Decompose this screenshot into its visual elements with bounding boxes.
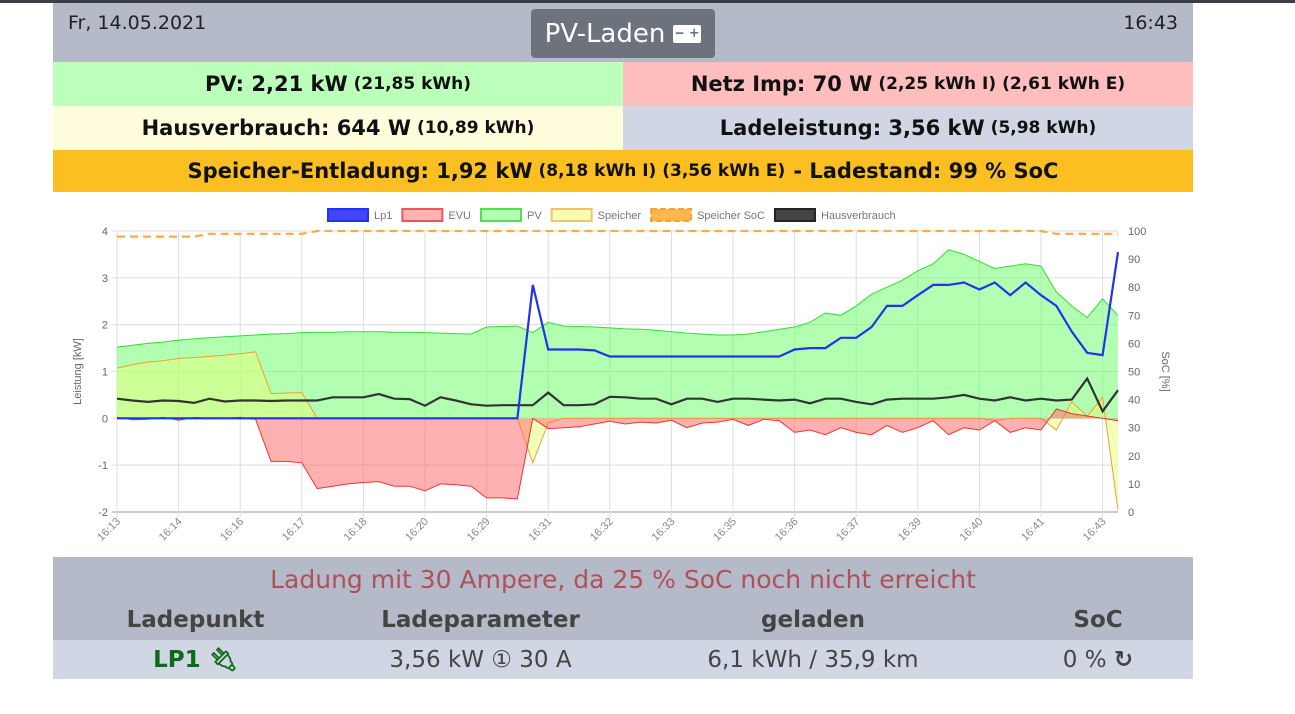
y-tick-label: 0 <box>102 413 108 425</box>
charge-energy: (5,98 kWh) <box>990 118 1097 138</box>
col-ladepunkt: Ladepunkt <box>126 606 265 633</box>
y2-tick-label: 90 <box>1128 254 1140 266</box>
y-tick-label: 2 <box>102 320 108 332</box>
y2-tick-label: 60 <box>1128 338 1140 350</box>
y-tick-label: 4 <box>102 226 108 238</box>
y-tick-label: 3 <box>102 273 108 285</box>
header: Fr, 14.05.2021 PV-Laden ‒ + 16:43 <box>53 3 1193 62</box>
legend-swatch-pv <box>479 208 522 222</box>
x-tick-label: 16:37 <box>834 516 862 544</box>
y2-axis-label: SoC [%] <box>1159 351 1171 391</box>
power-chart[interactable]: 4 3 2 1 0 -1 -2 100 90 80 70 60 50 40 30 20 10 0 16:13 16:1… <box>53 192 1193 557</box>
speicher-line <box>116 351 1119 510</box>
y2-tick-label: 10 <box>1128 479 1140 491</box>
legend-label: Lp1 <box>374 210 392 222</box>
y-tick-label: -2 <box>98 507 108 519</box>
charge-power-tile: Ladeleistung: 3,56 kW (5,98 kWh) <box>623 106 1193 150</box>
x-tick-label: 16:29 <box>465 516 493 544</box>
evu-line <box>116 408 1119 500</box>
y2-tick-label: 40 <box>1128 395 1140 407</box>
grid-tile: Netz Imp: 70 W (2,25 kWh I) (2,61 kWh E) <box>623 62 1193 106</box>
dashboard: Fr, 14.05.2021 PV-Laden ‒ + 16:43 PV: 2,… <box>53 3 1193 679</box>
y2-tick-label: 50 <box>1128 367 1140 379</box>
x-tick-label: 16:32 <box>588 516 616 544</box>
date: Fr, 14.05.2021 <box>68 12 207 34</box>
legend-swatch-speicher <box>550 208 593 222</box>
table-row: LP1 🔌︎ 3,56 kW ① 30 A 6,1 kWh / 35,9 km … <box>53 640 1193 679</box>
lp1-line <box>117 251 1120 420</box>
y2-tick-label: 100 <box>1128 226 1146 238</box>
grid-value: Netz Imp: 70 W <box>690 72 873 96</box>
legend-swatch-evu <box>401 208 444 222</box>
x-tick-label: 16:39 <box>896 516 924 544</box>
soc-cell: 0 % ↻ <box>1003 647 1193 673</box>
battery-soc: - Ladestand: 99 % SoC <box>793 159 1059 183</box>
legend-label: Speicher SoC <box>697 210 765 222</box>
speicher-soc-line <box>117 229 1118 238</box>
legend-swatch-speicher-soc <box>650 208 693 222</box>
y-tick-label: -1 <box>98 460 108 472</box>
time: 16:43 <box>1123 12 1178 34</box>
x-tick-label: 16:20 <box>403 516 431 544</box>
x-tick-label: 16:35 <box>711 516 739 544</box>
y2-tick-label: 20 <box>1128 451 1140 463</box>
x-tick-label: 16:40 <box>958 516 986 544</box>
charge-mode-button[interactable]: PV-Laden ‒ + <box>531 9 715 58</box>
col-soc: SoC <box>1073 606 1123 633</box>
battery-tile: Speicher-Entladung: 1,92 kW (8,18 kWh I) … <box>53 150 1193 192</box>
chargepoint-cell[interactable]: LP1 🔌︎ <box>53 646 338 673</box>
col-geladen: geladen <box>761 606 865 633</box>
charge-power-value: Ladeleistung: 3,56 kW <box>719 116 985 140</box>
x-tick-label: 16:41 <box>1019 516 1047 544</box>
x-tick-label: 16:13 <box>95 516 123 544</box>
pv-value: PV: 2,21 kW <box>204 72 348 96</box>
house-tile: Hausverbrauch: 644 W (10,89 kWh) <box>53 106 623 150</box>
x-tick-label: 16:16 <box>218 516 246 544</box>
charge-params: 3,56 kW ① 30 A <box>389 646 572 673</box>
y2-tick-label: 30 <box>1128 423 1140 435</box>
house-value: Hausverbrauch: 644 W <box>141 116 412 140</box>
soc-value: 0 % <box>1062 646 1107 673</box>
pv-tile: PV: 2,21 kW (21,85 kWh) <box>53 62 623 106</box>
speicher-area <box>117 351 1118 510</box>
battery-energy: (8,18 kWh I) (3,56 kWh E) <box>538 161 786 181</box>
pv-area <box>117 249 1118 419</box>
x-tick-label: 16:18 <box>342 516 370 544</box>
car-battery-icon: ‒ + <box>673 24 702 43</box>
x-tick-label: 16:33 <box>650 516 678 544</box>
pv-energy: (21,85 kWh) <box>353 74 472 94</box>
y2-tick-label: 0 <box>1128 507 1134 519</box>
col-ladeparameter: Ladeparameter <box>381 606 580 633</box>
legend-label: PV <box>527 210 542 222</box>
battery-value: Speicher-Entladung: 1,92 kW <box>187 159 533 183</box>
charge-status-panel: Ladung mit 30 Ampere, da 25 % SoC noch n… <box>53 557 1193 640</box>
top-bar <box>0 0 1295 3</box>
x-tick-label: 16:36 <box>773 516 801 544</box>
x-tick-label: 16:17 <box>280 516 308 544</box>
charge-message: Ladung mit 30 Ampere, da 25 % SoC noch n… <box>270 565 976 594</box>
x-tick-label: 16:14 <box>157 516 185 544</box>
legend-swatch-lp1 <box>327 208 369 222</box>
legend-swatch-hausverbrauch <box>773 208 816 222</box>
y-axis-label: Leistung [kW] <box>72 338 84 405</box>
legend-label: Hausverbrauch <box>821 210 896 222</box>
charge-mode-label: PV-Laden <box>544 18 666 49</box>
hausverbrauch-line <box>116 376 1119 414</box>
x-tick-label: 16:31 <box>526 516 554 544</box>
y2-tick-label: 80 <box>1128 282 1140 294</box>
charged-amount: 6,1 kWh / 35,9 km <box>707 646 919 673</box>
legend-label: Speicher <box>598 210 642 222</box>
grid-energy: (2,25 kWh I) (2,61 kWh E) <box>878 74 1126 94</box>
plug-icon: 🔌︎ <box>208 647 238 673</box>
evu-area <box>117 409 1118 499</box>
pv-line <box>116 249 1119 348</box>
house-energy: (10,89 kWh) <box>417 118 535 138</box>
y2-tick-label: 70 <box>1128 310 1140 322</box>
refresh-icon[interactable]: ↻ <box>1113 646 1134 673</box>
chargepoint-name: LP1 <box>153 647 201 673</box>
legend-label: EVU <box>448 210 471 222</box>
x-tick-label: 16:43 <box>1081 516 1109 544</box>
y-tick-label: 1 <box>102 367 108 379</box>
